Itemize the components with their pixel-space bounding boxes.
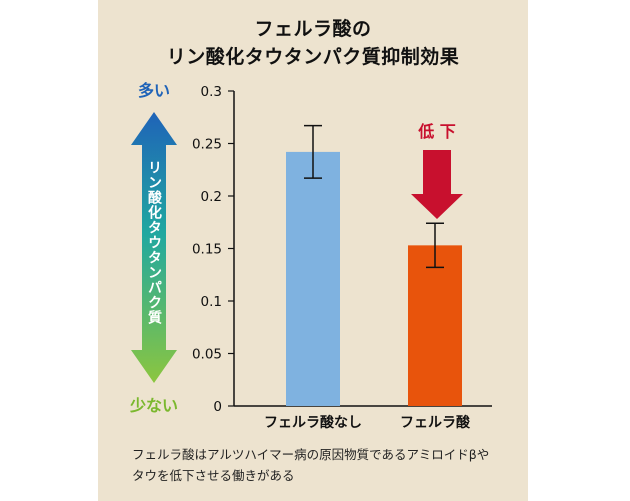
footnote-line-1: フェルラ酸はアルツハイマー病の原因物質であるアミロイドβや <box>132 447 490 462</box>
bar <box>286 151 340 406</box>
x-tick-label: フェルラ酸なし <box>264 414 362 431</box>
y-tick-label: 0.3 <box>201 84 222 100</box>
x-tick-label: フェルラ酸 <box>400 414 471 431</box>
y-tick-label: 0.2 <box>201 189 222 205</box>
footnote-line-2: タウを低下させる働きがある <box>132 468 295 483</box>
y-tick-label: 0.25 <box>192 137 222 153</box>
scale-bottom-label: 少ない <box>129 396 178 415</box>
down-arrow-icon <box>411 150 463 219</box>
decrease-label: 低 下 <box>417 122 456 141</box>
scale-indicator: 多い 少ない リン酸化タウタンパク質 <box>129 81 178 415</box>
bar <box>408 245 462 406</box>
y-ticks: 0 0.05 0.1 0.15 0.2 0.25 0.3 <box>192 84 234 415</box>
y-tick-label: 0.05 <box>192 347 222 363</box>
bars <box>286 124 462 406</box>
y-tick-label: 0 <box>213 399 222 415</box>
y-tick-label: 0.15 <box>192 242 222 258</box>
decrease-annotation: 低 下 <box>411 122 463 219</box>
x-tick-labels: フェルラ酸なし フェルラ酸 <box>264 414 471 431</box>
y-tick-label: 0.1 <box>201 294 222 310</box>
double-arrow-icon <box>131 112 177 383</box>
chart-title-line-1: フェルラ酸の <box>254 18 372 40</box>
chart-title-line-2: リン酸化タウタンパク質抑制効果 <box>166 46 460 68</box>
scale-axis-text: リン酸化タウタンパク質 <box>146 160 162 325</box>
scale-top-label: 多い <box>138 81 170 100</box>
